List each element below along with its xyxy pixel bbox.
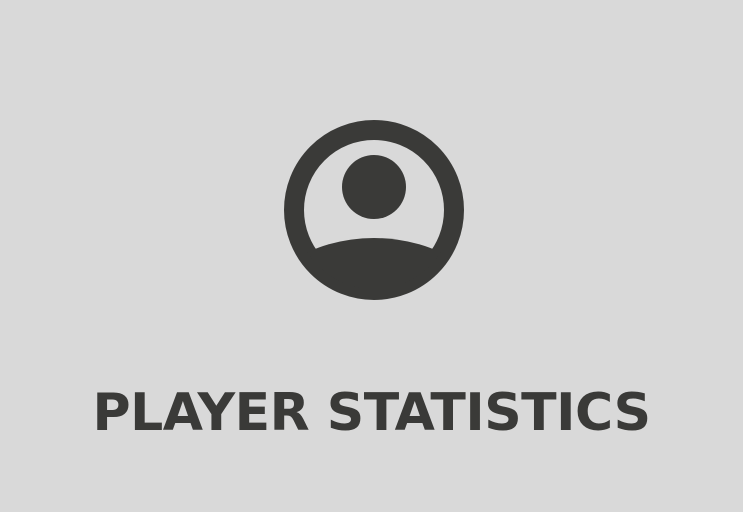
user-circle-icon [284, 120, 464, 300]
tile-label: PLAYER STATISTICS [92, 383, 651, 443]
